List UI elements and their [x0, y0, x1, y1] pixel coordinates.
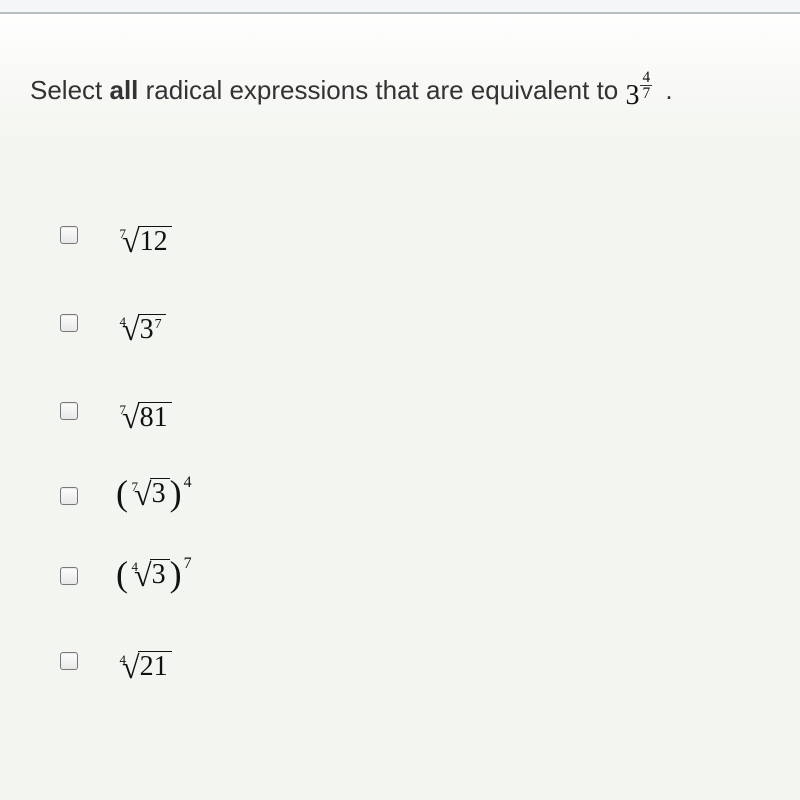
open-paren: (	[116, 560, 128, 589]
radicand: 3	[150, 478, 170, 508]
question-window: Select all radical expressions that are …	[0, 0, 800, 800]
option-expression-3: 7 √ 81	[116, 390, 172, 432]
radical-expression: 4 √ 3	[128, 559, 170, 589]
radicand: 21	[138, 651, 172, 681]
paren-expression: ( 4 √ 3 ) 7	[116, 559, 192, 589]
radicand: 37	[138, 314, 166, 344]
question-period: .	[665, 75, 672, 105]
option-row: 7 √ 81	[60, 390, 770, 432]
target-expression: 347	[625, 70, 652, 114]
option-row: ( 7 √ 3 ) 4	[60, 478, 770, 513]
option-expression-5: ( 4 √ 3 ) 7	[116, 559, 192, 594]
close-paren: )	[170, 560, 182, 589]
option-row: 4 √ 37	[60, 302, 770, 344]
checkbox-2[interactable]	[60, 314, 78, 332]
target-exp-denominator: 7	[640, 86, 652, 101]
option-row: 4 √ 21	[60, 640, 770, 682]
checkbox-3[interactable]	[60, 402, 78, 420]
radical-expression: 7 √ 81	[116, 402, 172, 432]
window-divider	[0, 0, 800, 14]
question-suffix: radical expressions that are equivalent …	[138, 75, 625, 105]
option-row: 7 √ 12	[60, 214, 770, 256]
radicand-exponent: 7	[155, 317, 162, 332]
radical-expression: 4 √ 37	[116, 314, 166, 344]
outer-exponent: 7	[184, 555, 192, 573]
radicand: 12	[138, 226, 172, 256]
radical-expression: 4 √ 21	[116, 651, 172, 681]
question-prefix: Select	[30, 75, 110, 105]
target-base: 3	[625, 80, 639, 111]
question-text: Select all radical expressions that are …	[30, 70, 770, 114]
checkbox-6[interactable]	[60, 652, 78, 670]
option-expression-1: 7 √ 12	[116, 214, 172, 256]
radical-expression: 7 √ 3	[128, 478, 170, 508]
option-expression-4: ( 7 √ 3 ) 4	[116, 478, 192, 513]
target-exponent-fraction: 47	[640, 70, 652, 102]
radicand: 81	[138, 402, 172, 432]
options-list: 7 √ 12 4 √ 37 7 √ 81 ( 7 √ 3 ) 4 ( 4 √	[30, 214, 770, 682]
question-bold: all	[110, 75, 139, 105]
option-row: ( 4 √ 3 ) 7	[60, 559, 770, 594]
radical-expression: 7 √ 12	[116, 226, 172, 256]
checkbox-1[interactable]	[60, 226, 78, 244]
open-paren: (	[116, 479, 128, 508]
option-expression-6: 4 √ 21	[116, 640, 172, 682]
target-exp-numerator: 4	[640, 70, 652, 86]
checkbox-4[interactable]	[60, 487, 78, 505]
content-area: Select all radical expressions that are …	[0, 14, 800, 758]
paren-expression: ( 7 √ 3 ) 4	[116, 478, 192, 508]
close-paren: )	[170, 479, 182, 508]
checkbox-5[interactable]	[60, 567, 78, 585]
radicand: 3	[150, 559, 170, 589]
option-expression-2: 4 √ 37	[116, 302, 166, 344]
outer-exponent: 4	[184, 474, 192, 492]
